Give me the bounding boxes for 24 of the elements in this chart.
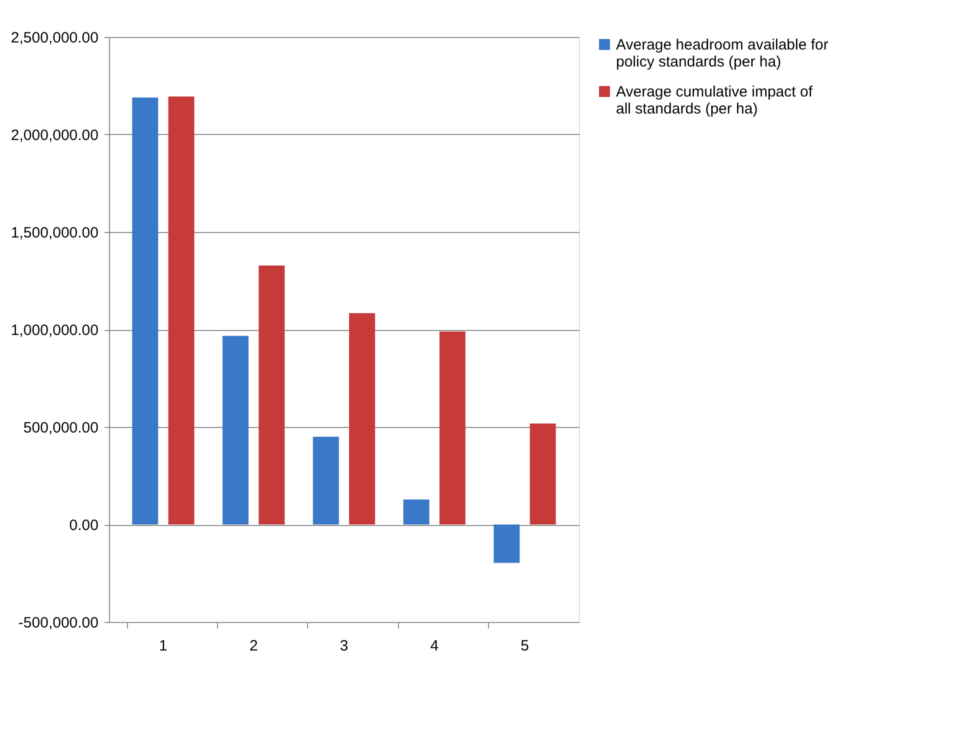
y-tick-label: 1,500,000.00 [10,224,98,242]
bar [222,336,249,524]
legend-label: Average headroom available for policy standards (per ha) [616,36,828,70]
bar [168,96,194,524]
bar [494,524,520,563]
y-tick-label: 0.00 [69,517,98,534]
bar [403,500,430,524]
bar [530,423,556,524]
y-tick-label: 500,000.00 [23,420,98,436]
y-tick-label: 2,500,000.00 [10,30,98,46]
y-tick-label: -500,000.00 [18,614,98,632]
x-tick-label: 4 [430,638,439,654]
x-tick-label: 5 [520,638,529,654]
bar [439,331,466,524]
y-tick-label: 1,000,000.00 [10,322,98,339]
bar [349,313,376,524]
x-tick-label: 1 [159,638,168,654]
bar [132,97,158,524]
x-tick-label: 2 [249,638,258,654]
bar [258,266,285,524]
bar [312,436,339,524]
legend-label: Average cumulative impact of all standards (per ha) [616,84,814,118]
x-tick-label: 3 [340,638,348,654]
y-tick-label: 2,000,000.00 [10,127,98,144]
